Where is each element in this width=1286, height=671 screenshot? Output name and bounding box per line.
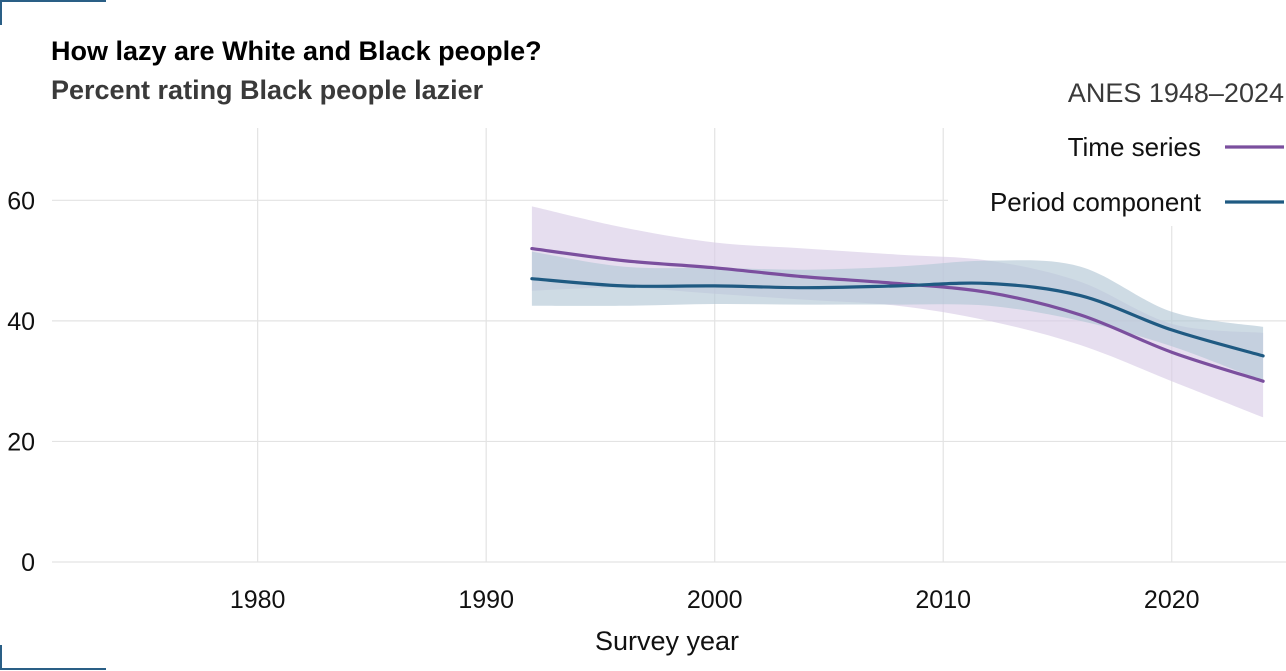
x-tick-label-1990: 1990 [458, 586, 514, 614]
time-series-confidence-band [531, 206, 1264, 418]
corner-mark-bottom-horizontal [0, 668, 106, 670]
legend: Time series Period component [948, 124, 1286, 226]
source-label: ANES 1948–2024 [1067, 78, 1284, 108]
chart-subtitle: Percent rating Black people lazier [51, 75, 484, 105]
chart-title: How lazy are White and Black people? [51, 36, 542, 66]
x-tick-label-2010: 2010 [915, 586, 971, 614]
y-tick-label-60: 60 [7, 187, 35, 215]
legend-label-period-component: Period component [990, 187, 1202, 217]
legend-background [948, 124, 1286, 226]
y-tick-label-0: 0 [21, 549, 35, 577]
legend-label-time-series: Time series [1068, 132, 1201, 162]
y-tick-label-40: 40 [7, 308, 35, 336]
series-lines [530, 247, 1265, 383]
corner-mark-top-horizontal [0, 0, 106, 2]
period-component-confidence-band [531, 251, 1264, 382]
confidence-bands [531, 206, 1264, 418]
x-axis-title: Survey year [595, 626, 739, 656]
period-component-line [530, 277, 1265, 358]
time-series-line [530, 247, 1265, 383]
y-tick-label-20: 20 [7, 428, 35, 456]
x-tick-label-1980: 1980 [230, 586, 286, 614]
x-tick-label-2020: 2020 [1144, 586, 1200, 614]
corner-mark-bottom-vertical [0, 645, 2, 670]
corner-mark-top-vertical [0, 0, 2, 25]
tick-labels: 0 20 40 60 1980 1990 2000 2010 2020 [7, 187, 1199, 614]
x-tick-label-2000: 2000 [687, 586, 743, 614]
